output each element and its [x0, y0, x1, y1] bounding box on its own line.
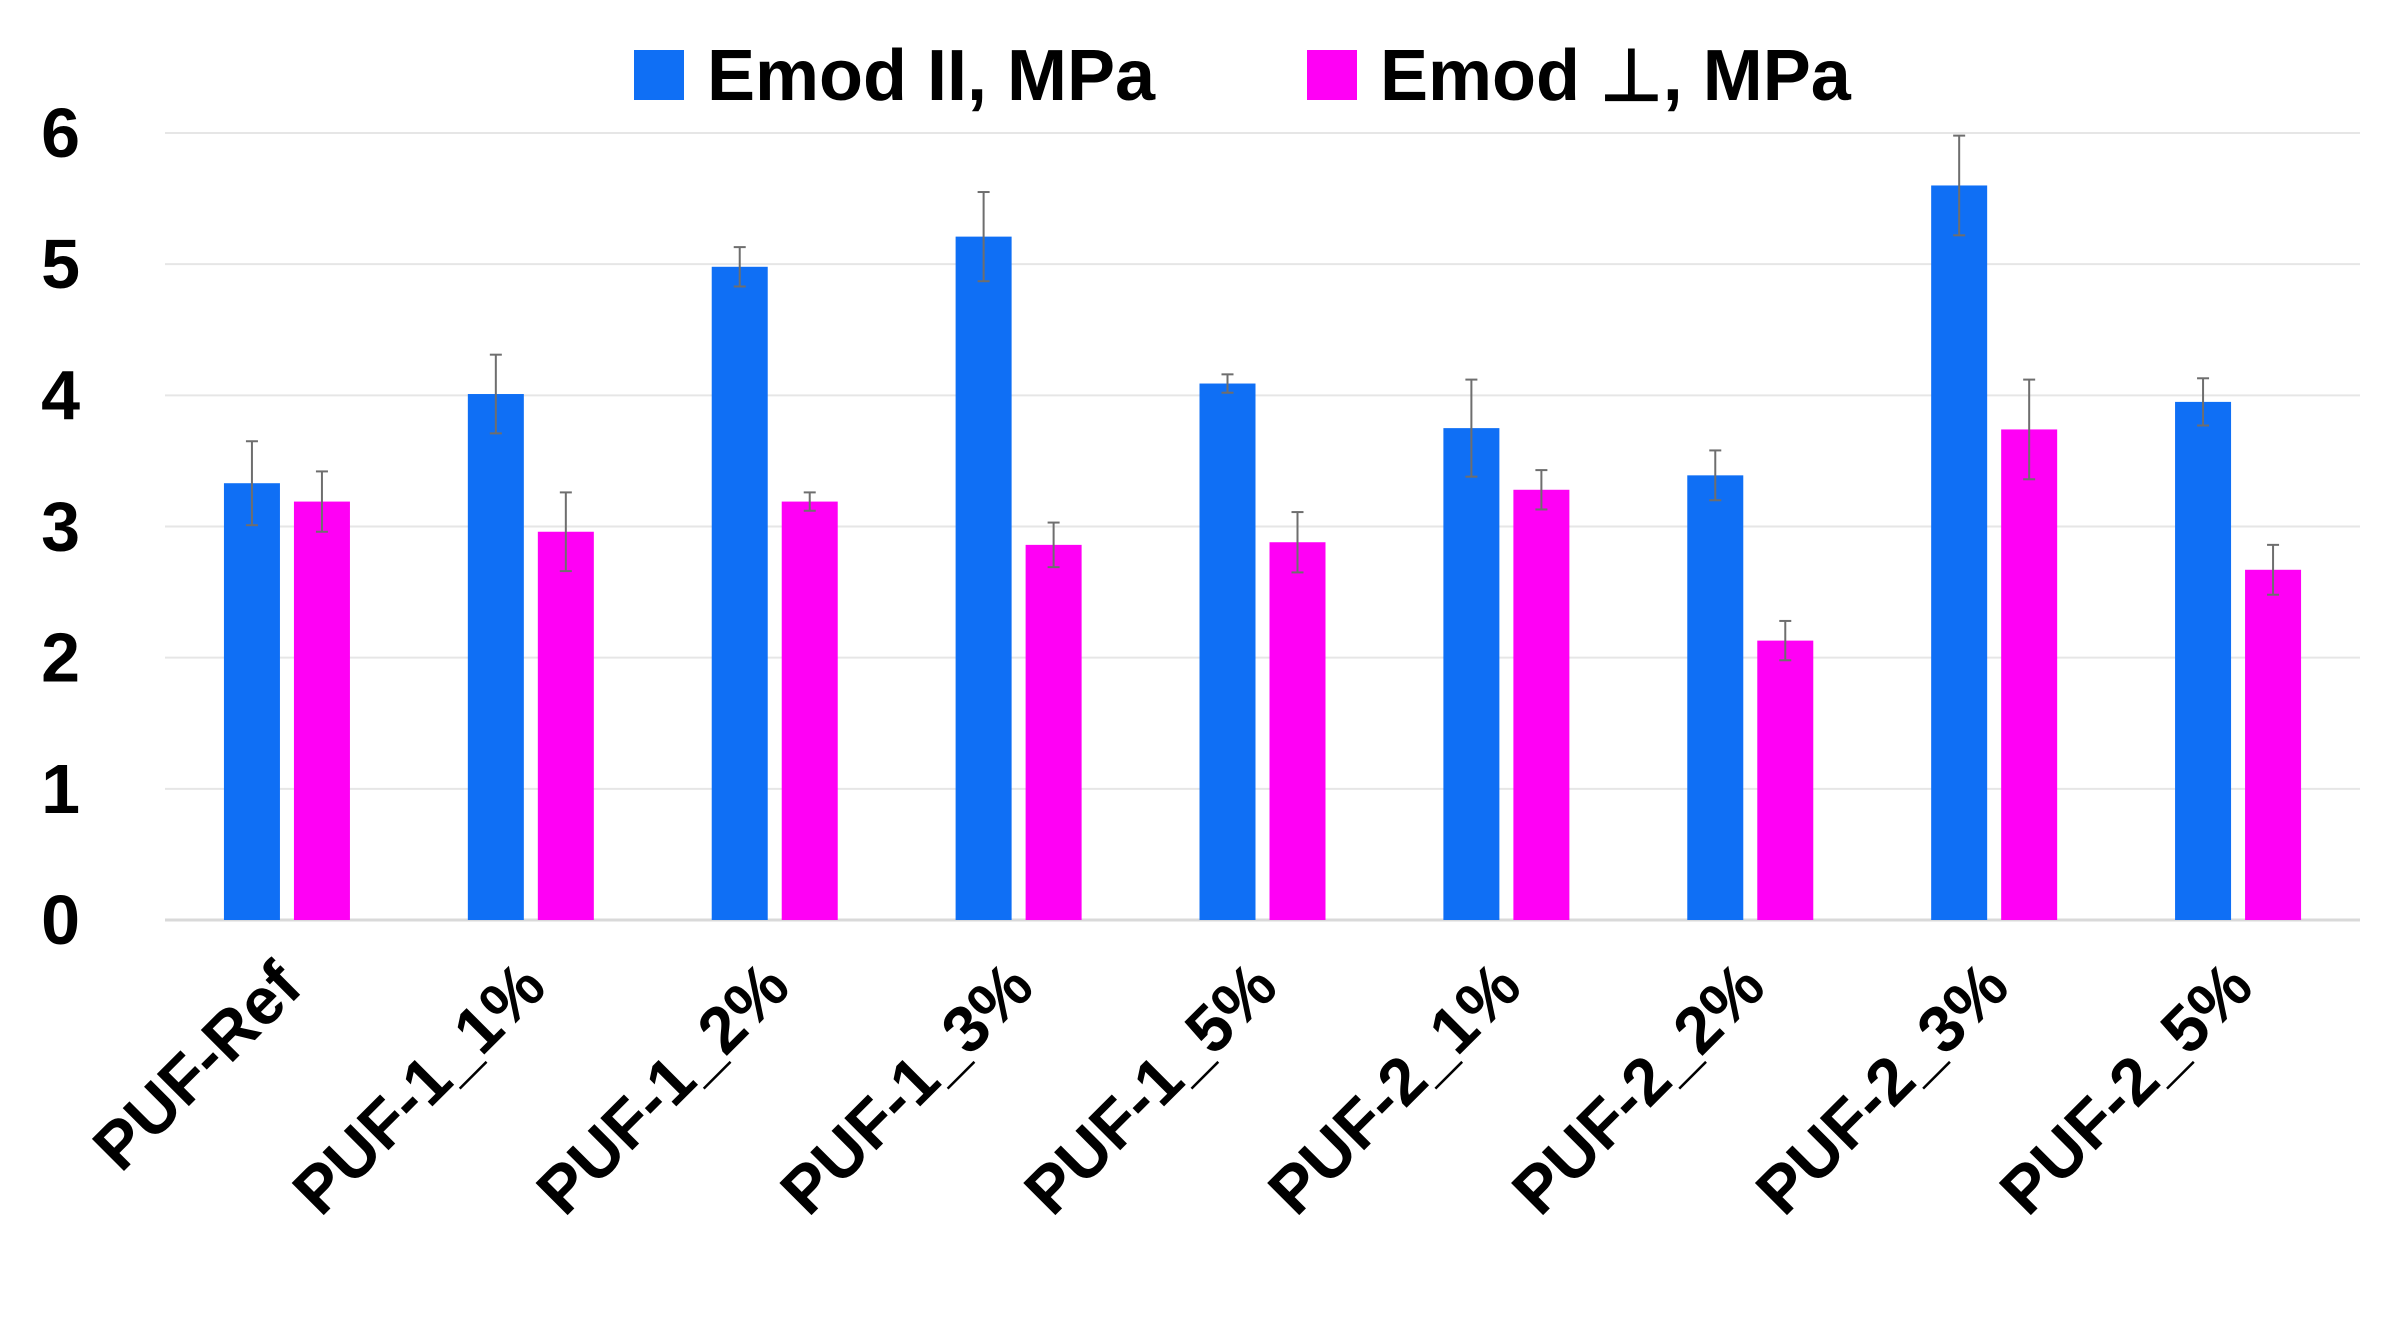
x-tick-label: PUF-2_5%	[1985, 948, 2266, 1229]
error-bar-emod-parallel-PUF-2_2%	[1709, 449, 1722, 502]
legend: Emod II, MPa Emod ⊥, MPa	[634, 36, 1852, 116]
bar-emod-perpendicular-PUF-2_5%	[2245, 569, 2302, 920]
x-tick-label: PUF-Ref	[78, 947, 315, 1184]
legend-swatch-emod-perpendicular	[1307, 50, 1357, 100]
y-tick-label: 4	[41, 356, 80, 434]
bar-emod-perpendicular-PUF-1_1%	[537, 531, 594, 920]
x-tick-label: PUF-1_5%	[1010, 948, 1291, 1229]
y-tick-label: 1	[41, 750, 80, 828]
error-bar-emod-parallel-PUF-2_3%	[1953, 134, 1966, 237]
x-tick-label: PUF-1_2%	[522, 948, 803, 1229]
x-tick-label: PUF-1_3%	[766, 948, 1047, 1229]
error-bar-emod-perpendicular-PUF-2_1%	[1535, 469, 1548, 511]
x-axis-labels: PUF-RefPUF-1_1%PUF-1_2%PUF-1_3%PUF-1_5%P…	[78, 947, 2266, 1228]
y-axis-ticks: 0 1 2 3 4 5 6	[41, 94, 80, 959]
bar-emod-perpendicular-PUF-2_2%	[1757, 640, 1814, 920]
bar-emod-parallel-PUF-2_3%	[1931, 185, 1988, 920]
x-tick-label: PUF-2_3%	[1741, 948, 2022, 1229]
bar-emod-perpendicular-PUF-1_5%	[1269, 542, 1326, 920]
error-bar-emod-perpendicular-PUF-2_5%	[2267, 543, 2280, 596]
x-tick-label: PUF-2_1%	[1254, 948, 1535, 1229]
y-tick-label: 6	[41, 94, 80, 172]
error-bar-emod-parallel-PUF-1_3%	[977, 191, 990, 283]
error-bar-emod-parallel-PUF-1_2%	[733, 246, 746, 288]
y-tick-label: 2	[41, 619, 80, 697]
bar-emod-parallel-PUF-2_2%	[1687, 475, 1744, 920]
bar-emod-parallel-PUF-2_1%	[1443, 428, 1500, 920]
error-bar-emod-perpendicular-PUF-Ref	[315, 470, 328, 533]
bar-emod-perpendicular-PUF-1_3%	[1025, 544, 1082, 920]
error-bar-emod-perpendicular-PUF-2_2%	[1779, 619, 1792, 662]
bar-emod-parallel-PUF-Ref	[223, 483, 280, 920]
gridlines	[165, 132, 2360, 922]
error-bar-emod-parallel-PUF-1_1%	[489, 353, 502, 435]
error-bar-emod-parallel-PUF-2_5%	[2197, 377, 2210, 427]
x-tick-label: PUF-2_2%	[1498, 948, 1779, 1229]
legend-label-emod-perpendicular: Emod ⊥, MPa	[1380, 36, 1852, 116]
bar-emod-perpendicular-PUF-Ref	[293, 501, 350, 920]
y-tick-label: 0	[41, 881, 80, 959]
bar-emod-perpendicular-PUF-2_1%	[1513, 489, 1570, 920]
bar-emod-parallel-PUF-1_2%	[711, 266, 768, 920]
legend-label-emod-parallel: Emod II, MPa	[707, 36, 1156, 116]
bar-emod-parallel-PUF-1_5%	[1199, 383, 1256, 920]
y-tick-label: 5	[41, 225, 80, 303]
bar-emod-perpendicular-PUF-2_3%	[2001, 429, 2058, 920]
error-bar-emod-perpendicular-PUF-2_3%	[2023, 378, 2036, 481]
error-bar-emod-perpendicular-PUF-1_2%	[803, 491, 816, 512]
error-bar-emod-perpendicular-PUF-1_5%	[1291, 511, 1304, 574]
error-bar-emod-parallel-PUF-Ref	[245, 440, 258, 527]
legend-swatch-emod-parallel	[634, 50, 684, 100]
error-bar-emod-perpendicular-PUF-1_1%	[559, 491, 572, 573]
error-bar-emod-parallel-PUF-2_1%	[1465, 378, 1478, 478]
bar-emod-parallel-PUF-1_1%	[467, 394, 524, 920]
y-tick-label: 3	[41, 488, 80, 566]
error-bar-emod-parallel-PUF-1_5%	[1221, 373, 1234, 394]
bar-emod-parallel-PUF-2_5%	[2175, 401, 2232, 920]
bars	[223, 185, 2302, 920]
error-bar-emod-perpendicular-PUF-1_3%	[1047, 521, 1060, 569]
bar-emod-perpendicular-PUF-1_2%	[781, 501, 838, 920]
x-tick-label: PUF-1_1%	[278, 948, 559, 1229]
bar-emod-parallel-PUF-1_3%	[955, 236, 1012, 920]
error-bars	[245, 134, 2280, 662]
